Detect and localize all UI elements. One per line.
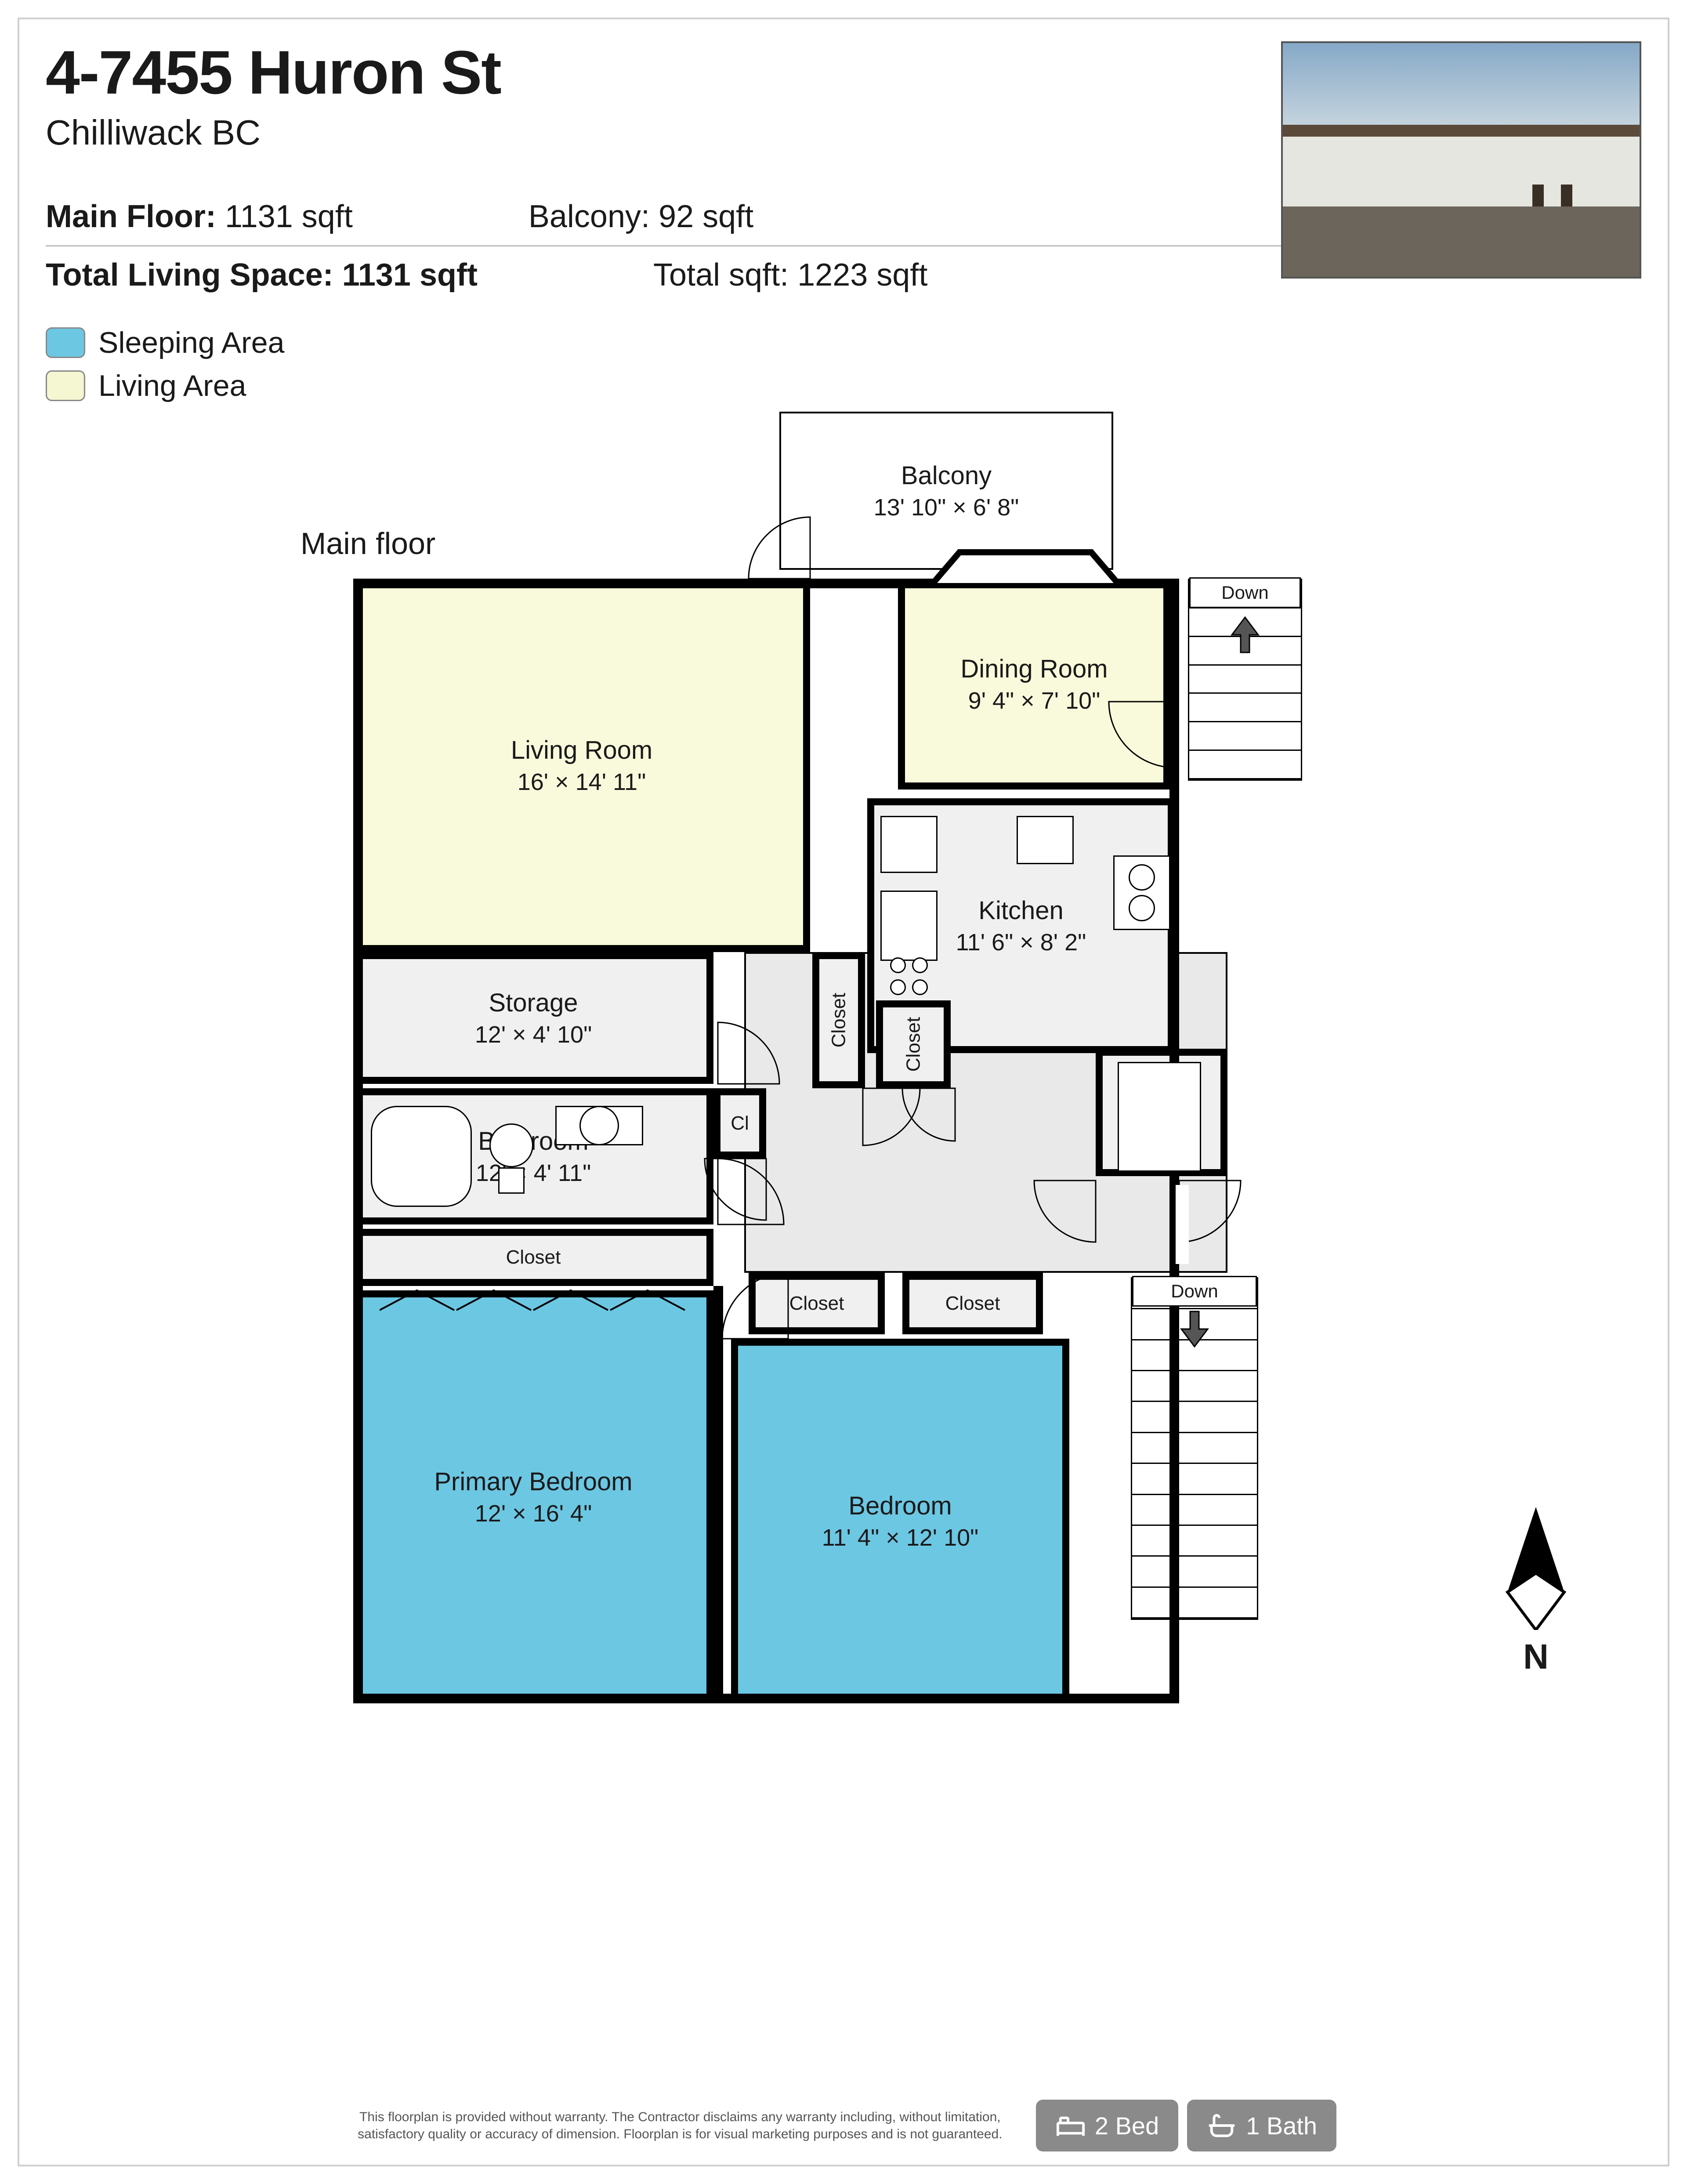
- door-arc: [749, 517, 872, 640]
- room-dims-bedroom: 11' 4" × 12' 10": [822, 1524, 979, 1551]
- legend-label-sleeping: Sleeping Area: [98, 326, 284, 360]
- stairs-label: Down: [1189, 577, 1301, 608]
- legend-swatch-sleeping: [46, 327, 85, 358]
- bath-icon: [1206, 2110, 1237, 2141]
- room-name-bedroom: Bedroom: [848, 1491, 952, 1521]
- room-name-storage: Storage: [489, 988, 578, 1018]
- room-dims-storage: 12' × 4' 10": [475, 1021, 592, 1048]
- fixture: [579, 1106, 619, 1145]
- property-photo: [1281, 41, 1641, 279]
- room-dims-kitchen: 11' 6" × 8' 2": [956, 929, 1086, 956]
- balcony-label: Balcony:: [529, 199, 650, 234]
- floorplan: Balcony 13' 10" × 6' 8" Living Room 16' × 1…: [327, 359, 1601, 1897]
- stairs-label: Down: [1132, 1276, 1257, 1307]
- room-primary: Primary Bedroom 12' × 16' 4": [353, 1290, 713, 1703]
- room-dims-dining: 9' 4" × 7' 10": [968, 687, 1101, 714]
- bay-window: [933, 548, 1118, 587]
- compass: N: [1488, 1507, 1584, 1677]
- fixture: [498, 1167, 525, 1194]
- header: 4-7455 Huron St Chilliwack BC Main Floor…: [46, 37, 1641, 403]
- stairs: Down: [1188, 579, 1302, 781]
- fixture: [1017, 816, 1074, 864]
- room-dims-living: 16' × 14' 11": [518, 768, 646, 796]
- beds-badge: 2 Bed: [1036, 2100, 1178, 2151]
- fixture: [489, 1123, 533, 1167]
- total-sqft-value: 1223 sqft: [797, 257, 927, 293]
- footer: This floorplan is provided without warra…: [19, 2100, 1668, 2151]
- fixture: [1118, 1062, 1201, 1172]
- arrow-icon: [1179, 1309, 1210, 1349]
- partition-wall: [713, 1286, 723, 1703]
- fixture: [371, 1106, 472, 1207]
- fixture: [912, 957, 928, 973]
- balcony-value: 92 sqft: [659, 199, 753, 234]
- baths-badge: 1 Bath: [1187, 2100, 1336, 2151]
- room-name-living: Living Room: [511, 735, 652, 765]
- bed-icon: [1055, 2110, 1086, 2141]
- wall-opening: [1176, 1185, 1189, 1264]
- fixture: [880, 816, 938, 873]
- room-closet_b2: Closet: [902, 1273, 1043, 1334]
- door-arc: [652, 1159, 784, 1290]
- fixture: [912, 979, 928, 995]
- total-sqft-label: Total sqft:: [653, 257, 789, 293]
- fixture: [1129, 864, 1155, 891]
- compass-label: N: [1488, 1637, 1584, 1677]
- room-dims-primary: 12' × 16' 4": [475, 1500, 592, 1527]
- room-name-closet_pb: Closet: [506, 1246, 561, 1268]
- fixture: [890, 957, 906, 973]
- disclaimer-text: This floorplan is provided without warra…: [351, 2108, 1010, 2143]
- baths-value: 1 Bath: [1246, 2112, 1317, 2140]
- room-dims-balcony: 13' 10" × 6' 8": [874, 494, 1019, 521]
- main-floor-value: 1131 sqft: [225, 199, 353, 234]
- door-arc: [902, 1036, 1008, 1141]
- arrow-icon: [1230, 615, 1260, 655]
- room-name-kitchen: Kitchen: [978, 896, 1063, 925]
- fixture: [880, 891, 938, 961]
- closet-doors-icon: [380, 1288, 687, 1315]
- room-name-dining: Dining Room: [960, 654, 1108, 684]
- stairs: Down: [1131, 1277, 1258, 1620]
- room-name-primary: Primary Bedroom: [434, 1467, 632, 1496]
- door-arc: [722, 1273, 854, 1405]
- room-living: Living Room 16' × 14' 11": [353, 579, 810, 952]
- room-name-balcony: Balcony: [901, 461, 992, 490]
- room-name-closet_b2: Closet: [945, 1293, 1000, 1315]
- beds-value: 2 Bed: [1095, 2112, 1159, 2140]
- room-dims-bathroom: 12' × 4' 11": [476, 1159, 591, 1187]
- fixture: [1129, 895, 1155, 921]
- total-living-label: Total Living Space: 1131 sqft: [46, 257, 478, 293]
- fixture: [890, 979, 906, 995]
- main-floor-label: Main Floor:: [46, 199, 216, 234]
- compass-icon: [1488, 1507, 1584, 1630]
